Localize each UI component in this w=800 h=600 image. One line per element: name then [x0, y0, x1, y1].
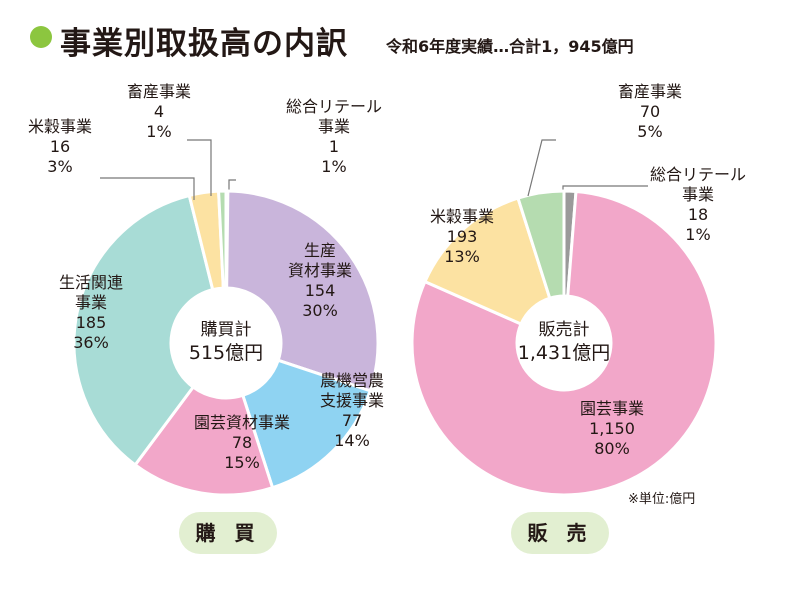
donut-slice [133, 384, 275, 497]
center-total-label: 購買計 515億円 [189, 320, 263, 364]
slice-label: 園芸事業 1,150 80% [580, 399, 644, 458]
purchase-chart-title: 購 買 [179, 512, 277, 554]
slice-label: 畜産事業 4 1% [127, 82, 191, 141]
leader-line [100, 177, 195, 200]
leader-line [527, 139, 556, 197]
center-total-label: 販売計 1,431億円 [518, 320, 610, 364]
sales-chart-title: 販 売 [511, 512, 609, 554]
slice-label: 生産資材事業 154 30% [288, 241, 352, 320]
sales-donut-chart: 総合リテール事業 18 1% 園芸事業 1,150 80% 米穀事業 193 13% 畜産事業 70… [410, 82, 746, 497]
unit-note: ※単位:億円 [628, 492, 696, 507]
bullet-dot-icon [30, 26, 52, 48]
slice-label: 畜産事業 70 5% [618, 82, 682, 141]
slice-label: 米穀事業 16 3% [28, 117, 92, 176]
donut-slice [72, 193, 215, 467]
purchase-donut-chart: 総合リテール事業 1 1% 生産資材事業 154 30% 農機営農支援事業 77 14% 園芸資材… [28, 82, 384, 497]
donut-slice [217, 189, 228, 290]
slice-label: 総合リテール事業 18 1% [650, 165, 746, 244]
page-title: 事業別取扱高の内訳 [60, 26, 348, 62]
slice-label: 米穀事業 193 13% [430, 207, 494, 266]
slice-label: 園芸資材事業 78 15% [194, 413, 290, 472]
leader-line [187, 139, 212, 196]
header: 事業別取扱高の内訳 令和6年度実績…合計1，945億円 [0, 0, 800, 70]
donut-slice [225, 189, 380, 393]
donut-slice [422, 196, 552, 326]
donut-slice [516, 189, 566, 301]
slice-label: 生活関連事業 185 36% [59, 273, 123, 352]
slice-label: 農機営農支援事業 77 14% [320, 371, 384, 450]
slice-label: 総合リテール事業 1 1% [286, 97, 382, 176]
donut-slice [410, 189, 718, 497]
donut-slice [240, 358, 373, 490]
page-subtitle: 令和6年度実績…合計1，945億円 [386, 37, 634, 56]
